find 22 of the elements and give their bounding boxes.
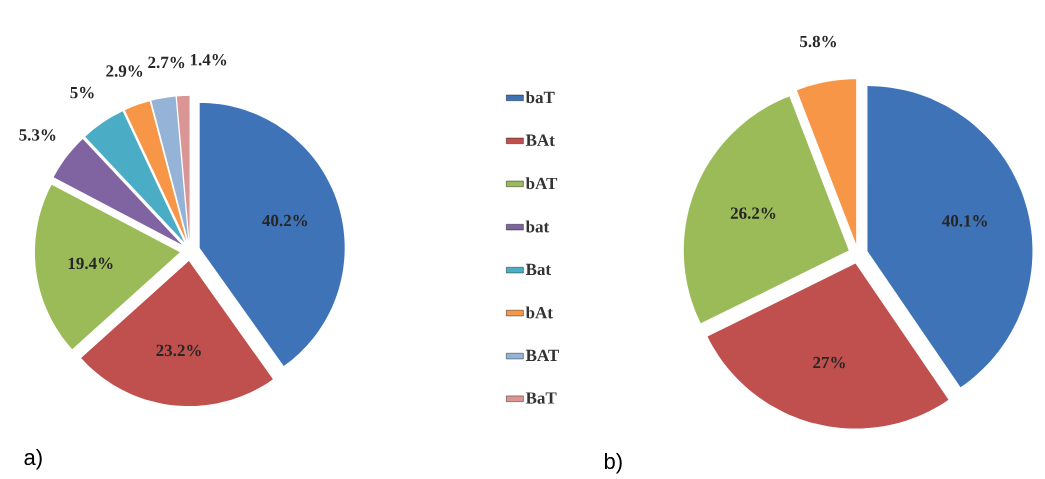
data-label: 5.8% xyxy=(800,35,837,48)
data-label: 27% xyxy=(813,356,845,369)
legend-label: bAT xyxy=(525,177,558,190)
legend-label: baT xyxy=(525,91,555,104)
data-label: 26.2% xyxy=(730,207,776,219)
legend-label: Bat xyxy=(525,263,552,276)
data-label: 2.7% xyxy=(148,56,185,69)
legend-label: bat xyxy=(525,220,550,233)
text: b) xyxy=(604,452,622,474)
legend-label: BaT xyxy=(525,392,557,404)
data-label: 23.2% xyxy=(156,344,201,357)
legend-label: bAt xyxy=(525,306,553,319)
data-label: 5% xyxy=(70,86,94,99)
data-label: 40.2% xyxy=(262,214,308,227)
text: a) xyxy=(24,448,42,470)
legend-label: BAt xyxy=(525,134,555,146)
data-label: 2.9% xyxy=(106,65,143,77)
legend-label: BAT xyxy=(525,349,560,361)
data-label: 40.1% xyxy=(942,215,987,227)
data-label: 19.4% xyxy=(68,257,113,270)
data-label: 5.3% xyxy=(19,129,56,141)
data-label: 1.4% xyxy=(190,54,227,66)
